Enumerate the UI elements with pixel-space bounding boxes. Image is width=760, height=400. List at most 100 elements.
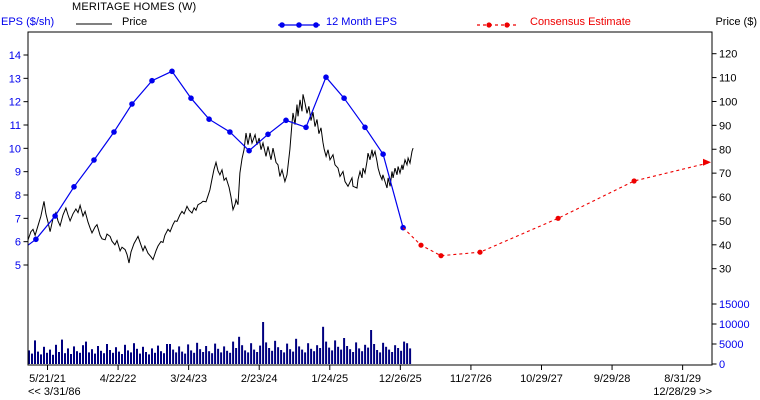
volume-bar [376,350,379,364]
price-legend-line-icon [76,23,112,25]
volume-bar [403,341,406,364]
volume-bar [40,354,42,364]
volume-bar [154,352,156,364]
y-left-tick-label: 14 [9,50,21,62]
volume-bar [268,348,271,364]
volume-bar [400,350,403,364]
volume-bar [34,340,36,364]
y-right-volume-tick-label: 0 [719,359,725,371]
volume-bar [283,352,286,364]
volume-bar [274,340,277,364]
eps-marker [246,147,252,154]
volume-bar [301,349,304,364]
legend-eps-label: 12 Month EPS [326,16,397,28]
volume-bar [61,339,63,364]
volume-bar [322,326,325,364]
volume-bar [358,348,361,364]
eps-marker [380,151,386,157]
y-right-price-tick-label: 30 [719,264,731,276]
volume-bar [70,354,72,364]
volume-bar [406,343,409,364]
volume-bar [241,345,244,364]
volume-bar [157,345,159,364]
consensus-legend-line-icon [477,22,519,28]
legend-consensus-label: Consensus Estimate [530,16,631,28]
volume-bar [52,354,54,364]
volume-bar [316,345,319,364]
eps-marker [227,129,233,135]
scroll-forward-link[interactable]: 12/28/29 >> [653,386,712,398]
volume-bar [151,348,153,364]
price-line [27,94,414,264]
y-right-price-tick-label: 50 [719,216,731,228]
volume-bar [139,353,141,364]
x-axis-tick-label: 2/23/24 [241,373,278,385]
volume-bar [295,338,298,364]
volume-bar [100,350,102,364]
y-left-tick-label: 10 [9,143,21,155]
volume-bar [244,350,247,364]
volume-bar [319,348,322,364]
volume-bar [253,349,256,364]
volume-bar [379,352,382,364]
volume-bar [133,343,135,364]
eps-marker [362,124,368,131]
volume-bar [223,346,226,364]
volume-bar [211,353,214,364]
eps-marker [341,95,347,101]
volume-bar [145,352,147,364]
volume-bar [187,344,190,364]
volume-bar [238,336,241,364]
volume-bar [271,350,274,364]
volume-bar [85,341,87,364]
volume-bar [250,343,253,364]
eps-marker [169,68,175,75]
x-axis-tick-label: 5/21/21 [29,373,66,385]
eps-marker [283,117,289,124]
volume-bar [397,348,400,364]
volume-bar [355,342,358,364]
volume-bar [109,350,111,364]
volume-bar [88,352,90,364]
eps-legend-line-icon [278,22,320,28]
volume-bar [76,351,78,364]
x-axis-tick-label: 11/27/26 [450,373,492,385]
consensus-marker [631,178,637,184]
y-right-price-tick-label: 60 [719,192,731,204]
volume-bar [208,351,211,364]
volume-bar [364,344,367,364]
eps-marker [129,101,135,107]
y-right-price-tick-label: 120 [719,49,737,61]
y-left-tick-label: 7 [15,213,21,225]
volume-bar [337,346,340,364]
eps-marker [323,74,329,80]
volume-bar [235,348,238,364]
volume-bar [82,345,84,364]
y-left-tick-label: 9 [15,167,21,179]
volume-bar [205,346,208,364]
volume-bar [79,352,81,364]
volume-bar [130,352,132,364]
volume-bar [220,352,223,364]
volume-bar [373,344,376,364]
y-right-price-tick-label: 80 [719,144,731,156]
volume-bar [184,353,187,364]
consensus-marker [418,242,424,248]
volume-bar [127,350,129,364]
volume-bar [28,350,30,364]
volume-bar [136,348,138,364]
scroll-back-link[interactable]: << 3/31/86 [28,386,81,398]
volume-bar [46,352,48,364]
eps-marker [303,124,309,131]
volume-bar [304,352,307,364]
x-axis-tick-label: 10/29/27 [520,373,563,385]
volume-bar [259,345,262,364]
eps-marker [52,213,58,219]
volume-bar [121,354,123,364]
volume-bar [166,344,168,364]
volume-bar [286,343,289,364]
y-left-tick-label: 5 [15,260,21,272]
plot-border [27,31,713,366]
volume-bar [115,347,117,364]
y-right-price-tick-label: 100 [719,96,737,108]
